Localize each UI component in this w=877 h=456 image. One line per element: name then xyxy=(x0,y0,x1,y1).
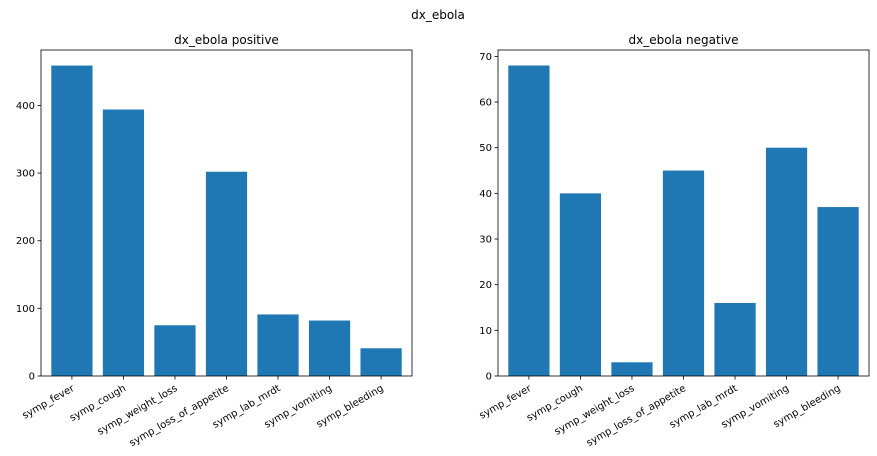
positive-ytick-label-2: 200 xyxy=(16,236,35,247)
negative-ytick-label-5: 50 xyxy=(479,143,492,154)
positive-bar-2 xyxy=(154,325,196,376)
negative-ytick-label-1: 10 xyxy=(479,326,492,337)
positive-bar-1 xyxy=(102,109,145,377)
figure-suptitle: dx_ebola xyxy=(411,8,465,22)
positive-bar-5 xyxy=(308,320,351,376)
negative-bar-4 xyxy=(714,302,756,376)
positive-bar-6 xyxy=(360,348,402,376)
negative-bar-5 xyxy=(765,147,808,376)
negative-ytick-label-4: 40 xyxy=(479,189,492,200)
negative-bar-3 xyxy=(662,170,705,376)
negative-ytick-label-6: 60 xyxy=(479,98,492,109)
negative-bar-2 xyxy=(611,362,653,376)
positive-bar-3 xyxy=(205,171,248,376)
negative-bar-6 xyxy=(817,207,859,376)
positive-ytick-label-3: 300 xyxy=(16,169,35,180)
positive-bar-0 xyxy=(51,65,93,376)
positive-bar-4 xyxy=(257,314,299,376)
positive-ytick-label-1: 100 xyxy=(16,304,35,315)
positive-chart-title: dx_ebola positive xyxy=(174,33,279,47)
negative-chart-title: dx_ebola negative xyxy=(628,33,738,47)
negative-ytick-label-3: 30 xyxy=(479,235,492,246)
negative-ytick-label-7: 70 xyxy=(479,52,492,63)
negative-bar-1 xyxy=(559,193,602,376)
negative-ytick-label-0: 0 xyxy=(486,372,492,383)
positive-ytick-label-0: 0 xyxy=(29,372,35,383)
negative-ytick-label-2: 20 xyxy=(479,280,492,291)
positive-ytick-label-4: 400 xyxy=(16,101,35,112)
negative-bar-0 xyxy=(508,65,550,377)
